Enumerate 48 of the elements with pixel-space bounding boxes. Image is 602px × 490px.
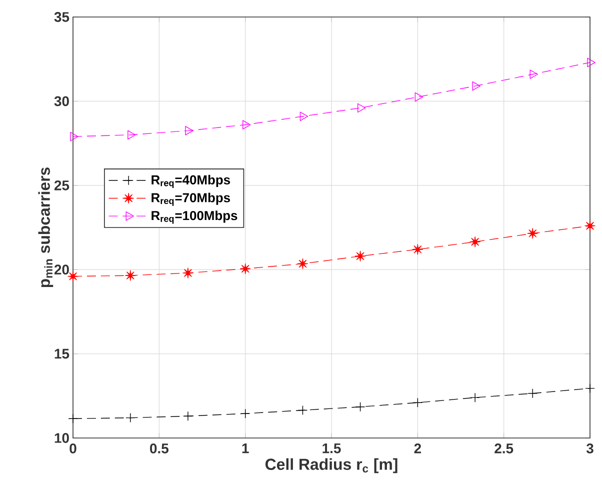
point bbox=[527, 228, 538, 239]
y-axis-title: p$_{min}$ subcarriers bbox=[38, 168, 54, 288]
point bbox=[530, 70, 538, 79]
point bbox=[587, 58, 596, 68]
point bbox=[240, 263, 251, 274]
point bbox=[126, 412, 136, 423]
point bbox=[412, 244, 423, 255]
point bbox=[298, 405, 308, 416]
x-axis-title: Cell Radius r$_{c}$ [m] bbox=[265, 458, 398, 474]
x-tick-label: 0 bbox=[70, 444, 76, 454]
point bbox=[240, 408, 250, 418]
point bbox=[242, 120, 251, 130]
point bbox=[528, 388, 538, 398]
point bbox=[68, 414, 78, 424]
point bbox=[70, 132, 78, 142]
point bbox=[297, 258, 308, 270]
x-tick-label: 2.5 bbox=[494, 444, 514, 454]
y-tick-label: 30 bbox=[54, 96, 69, 106]
point bbox=[354, 250, 366, 262]
point bbox=[183, 411, 193, 421]
x-tick-label: 1.5 bbox=[322, 444, 341, 454]
point bbox=[470, 236, 480, 248]
x-tick-label: 1 bbox=[242, 444, 249, 454]
x-tick-label: 0.5 bbox=[150, 444, 168, 454]
point bbox=[185, 126, 194, 136]
point bbox=[414, 92, 423, 102]
legend-label: R$_{req}$=40Mbps bbox=[152, 174, 230, 188]
point bbox=[355, 402, 366, 412]
point bbox=[68, 271, 78, 282]
point bbox=[182, 268, 194, 278]
point bbox=[357, 103, 366, 113]
point bbox=[128, 130, 136, 140]
y-tick-label: 10 bbox=[54, 433, 69, 443]
point bbox=[300, 112, 308, 122]
point bbox=[584, 220, 596, 232]
y-tick-label: 25 bbox=[54, 180, 70, 190]
y-tick-label: 35 bbox=[54, 12, 70, 22]
y-tick-label: 20 bbox=[54, 264, 69, 275]
point bbox=[412, 398, 422, 408]
legend-label: R$_{req}$=100Mbps bbox=[152, 210, 238, 224]
point bbox=[125, 270, 136, 281]
point bbox=[470, 392, 480, 402]
x-tick-label: 3 bbox=[586, 444, 594, 454]
y-tick-label: 15 bbox=[54, 348, 70, 359]
legend-label: R$_{req}$=70Mbps bbox=[152, 192, 230, 206]
point bbox=[585, 383, 595, 394]
point bbox=[472, 81, 480, 91]
x-tick-label: 2 bbox=[414, 444, 421, 454]
